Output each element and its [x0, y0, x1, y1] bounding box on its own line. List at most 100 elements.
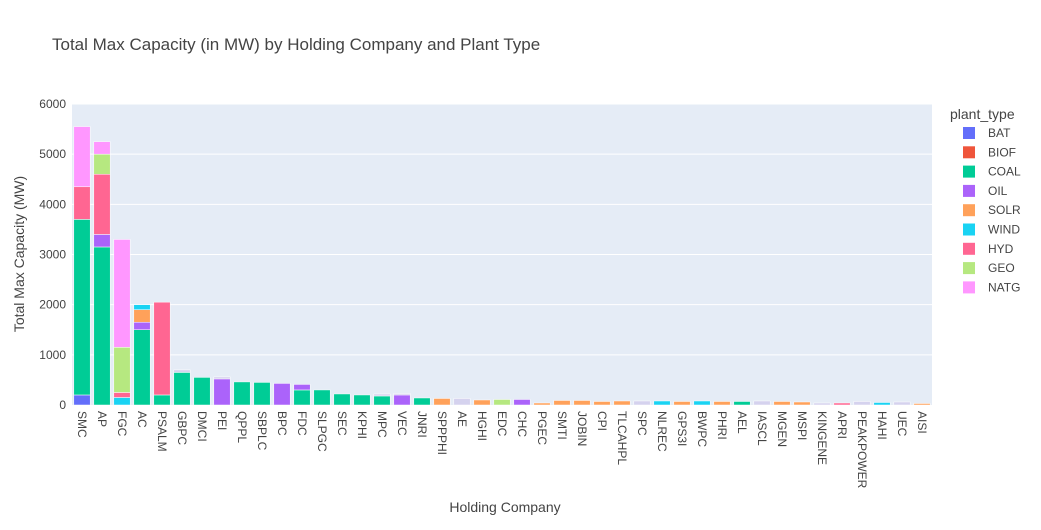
x-tick-label: FDC — [295, 411, 309, 436]
bar-segment-ac-oil[interactable] — [133, 321, 151, 331]
legend-label-oil[interactable]: OIL — [988, 184, 1008, 198]
bar-segment-dmci-coal[interactable] — [193, 377, 211, 406]
bar-segment-smc-natg[interactable] — [73, 126, 91, 188]
legend-label-coal[interactable]: COAL — [988, 165, 1021, 179]
bar-segment-cpi-solr[interactable] — [593, 401, 611, 406]
x-tick-label: SEC — [335, 411, 349, 436]
bar-segment-vec-oil[interactable] — [393, 394, 411, 406]
legend-swatch-oil[interactable] — [963, 184, 975, 197]
x-tick-label: SBPLC — [255, 411, 269, 451]
bar-segment-sppphi-solr[interactable] — [433, 398, 451, 406]
bar-segment-spc-other[interactable] — [633, 400, 651, 406]
x-tick-label: KPHI — [355, 411, 369, 439]
bar-segment-smti-solr[interactable] — [553, 400, 571, 406]
bar-segment-bpc-oil[interactable] — [273, 383, 291, 406]
x-tick-label: MPC — [375, 411, 389, 438]
bar-segment-ac-wind[interactable] — [133, 304, 151, 310]
bar-segment-pei-oil[interactable] — [213, 378, 231, 406]
x-tick-label: MSPI — [795, 411, 809, 440]
bar-segment-iascl-other[interactable] — [753, 400, 771, 406]
bar-segment-jnri-coal[interactable] — [413, 397, 431, 406]
bar-segment-apri-hyd[interactable] — [833, 402, 851, 406]
bar-segment-slpgc-coal[interactable] — [313, 389, 331, 406]
bar-segment-pei-other[interactable] — [213, 376, 231, 380]
bar-segment-smc-coal[interactable] — [73, 219, 91, 396]
bar-segment-ap-coal[interactable] — [93, 246, 111, 406]
bar-segment-tlcahpl-solr[interactable] — [613, 400, 631, 406]
x-tick-label: KINGENE — [815, 411, 829, 465]
bar-segment-mspi-solr[interactable] — [793, 401, 811, 406]
x-tick-label: HAHI — [875, 411, 889, 440]
bar-segment-ap-oil[interactable] — [93, 234, 111, 248]
bar-segment-smc-bat[interactable] — [73, 394, 91, 406]
bar-segment-aisi-solr[interactable] — [913, 403, 931, 406]
legend-label-geo[interactable]: GEO — [988, 261, 1015, 275]
bar-segment-vec-other[interactable] — [393, 393, 411, 396]
legend-swatch-biof[interactable] — [963, 146, 975, 159]
bar-segment-fgc-wind[interactable] — [113, 397, 131, 406]
x-tick-label: SMTI — [555, 411, 569, 440]
bar-segment-sec-coal[interactable] — [333, 393, 351, 406]
bar-segment-phri-solr[interactable] — [713, 401, 731, 406]
bar-segment-mgen-solr[interactable] — [773, 401, 791, 406]
x-tick-label: BWPC — [695, 411, 709, 447]
legend-label-bat[interactable]: BAT — [988, 126, 1011, 140]
bar-segment-fdc-coal[interactable] — [293, 389, 311, 406]
bar-segment-ac-coal[interactable] — [133, 329, 151, 406]
bar-segment-fgc-natg[interactable] — [113, 239, 131, 348]
legend-swatch-hyd[interactable] — [963, 242, 975, 255]
legend-swatch-coal[interactable] — [963, 165, 975, 178]
bar-segment-hahi-wind[interactable] — [873, 402, 891, 406]
bar-segment-psalm-coal[interactable] — [153, 394, 171, 406]
bar-segment-chc-oil[interactable] — [513, 399, 531, 406]
bar-segment-hghi-solr[interactable] — [473, 399, 491, 406]
bar-segment-pgec-solr[interactable] — [533, 402, 551, 406]
y-tick-label: 1000 — [39, 348, 66, 362]
x-tick-label: BPC — [275, 411, 289, 436]
legend-label-biof[interactable]: BIOF — [988, 145, 1016, 159]
legend-swatch-bat[interactable] — [963, 127, 975, 139]
x-tick-label: UEC — [895, 411, 909, 437]
bar-segment-gbpc-other[interactable] — [173, 369, 191, 373]
bar-segment-peakpower-other[interactable] — [853, 401, 871, 406]
legend-label-hyd[interactable]: HYD — [988, 242, 1014, 256]
bar-segment-qppl-coal[interactable] — [233, 381, 251, 406]
bar-segment-bwpc-wind[interactable] — [693, 400, 711, 406]
bar-segment-ae-other[interactable] — [453, 398, 471, 406]
x-tick-label: APRI — [835, 411, 849, 439]
bar-segment-ael-coal[interactable] — [733, 401, 751, 406]
legend-label-natg[interactable]: NATG — [988, 280, 1020, 294]
legend-label-wind[interactable]: WIND — [988, 223, 1020, 237]
bar-segment-fgc-hyd[interactable] — [113, 392, 131, 398]
bar-segment-gps3i-solr[interactable] — [673, 401, 691, 406]
bar-segment-sbplc-coal[interactable] — [253, 382, 271, 406]
bar-segment-gbpc-coal[interactable] — [173, 372, 191, 406]
bar-segment-fgc-geo[interactable] — [113, 347, 131, 393]
bar-segment-uec-other[interactable] — [893, 401, 911, 406]
bar-segment-ap-natg[interactable] — [93, 141, 111, 155]
bar-segment-edc-geo[interactable] — [493, 399, 511, 406]
legend[interactable]: plant_type BAT BIOF COAL OIL SOLR WIND HYD GEO N… — [950, 106, 1021, 294]
bar-segment-ac-solr[interactable] — [133, 309, 151, 323]
bar-segment-smc-hyd[interactable] — [73, 186, 91, 220]
bar-segment-ap-hyd[interactable] — [93, 173, 111, 235]
bar-segment-fdc-oil[interactable] — [293, 384, 311, 391]
x-tick-label: QPPL — [235, 411, 249, 443]
bar-segment-kphi-coal[interactable] — [353, 394, 371, 406]
bar-segment-jobin-solr[interactable] — [573, 400, 591, 406]
x-tick-label: HGHI — [475, 411, 489, 441]
legend-swatch-geo[interactable] — [963, 262, 975, 275]
legend-swatch-solr[interactable] — [963, 204, 975, 217]
y-axis-title: Total Max Capacity (MW) — [11, 176, 27, 332]
legend-swatch-wind[interactable] — [963, 223, 975, 236]
x-tick-label: NLREC — [655, 411, 669, 452]
gridlines — [72, 103, 932, 356]
bar-segment-kingene-other[interactable] — [813, 402, 831, 406]
bar-segment-mpc-coal[interactable] — [373, 395, 391, 406]
bar-segment-mpc-other[interactable] — [373, 393, 391, 397]
legend-label-solr[interactable]: SOLR — [988, 203, 1021, 217]
bar-segment-ap-geo[interactable] — [93, 153, 111, 175]
bar-segment-psalm-hyd[interactable] — [153, 301, 171, 396]
bar-segment-nlrec-wind[interactable] — [653, 400, 671, 406]
legend-swatch-natg[interactable] — [963, 281, 975, 294]
